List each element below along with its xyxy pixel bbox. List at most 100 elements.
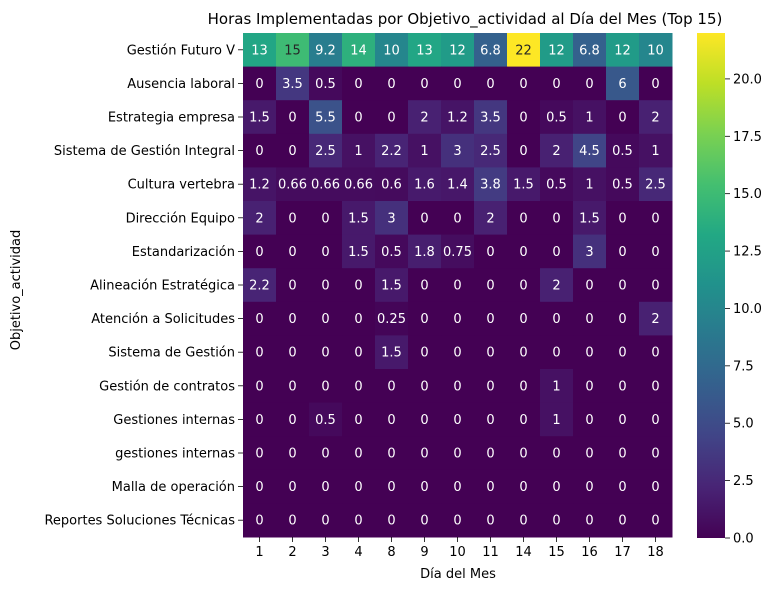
cell-value-label: 0 xyxy=(552,346,560,361)
x-tick-label: 3 xyxy=(321,545,329,560)
y-tick-label: Cultura vertebra xyxy=(128,178,235,193)
heatmap-cell xyxy=(342,33,376,68)
cell-value-label: 0 xyxy=(585,447,593,462)
heatmap-cell xyxy=(342,503,376,538)
cell-value-label: 0 xyxy=(585,279,593,294)
heatmap-cell xyxy=(606,268,640,303)
x-tick-label: 18 xyxy=(647,545,664,560)
heatmap-cell xyxy=(606,167,640,202)
cell-value-label: 10 xyxy=(383,43,400,58)
heatmap-cell xyxy=(276,133,310,168)
cell-value-label: 4.5 xyxy=(579,144,600,159)
heatmap-cell xyxy=(606,234,640,269)
heatmap-cell xyxy=(639,234,673,269)
heatmap-cell xyxy=(309,234,343,269)
heatmap-cell xyxy=(408,100,442,135)
cell-value-label: 0 xyxy=(354,312,362,327)
heatmap-cell xyxy=(342,402,376,437)
cell-value-label: 0 xyxy=(486,379,494,394)
cell-value-label: 2.5 xyxy=(315,144,336,159)
cell-value-label: 1.4 xyxy=(447,178,468,193)
y-tick-label: Gestiones internas xyxy=(113,413,235,428)
cell-value-label: 0 xyxy=(651,413,659,428)
heatmap-cell xyxy=(276,268,310,303)
cell-value-label: 0 xyxy=(651,346,659,361)
cell-value-label: 0 xyxy=(255,77,263,92)
heatmap-cell xyxy=(573,66,607,101)
cell-value-label: 12 xyxy=(548,43,565,58)
cell-value-label: 0 xyxy=(651,279,659,294)
cell-value-label: 0 xyxy=(321,211,329,226)
cell-value-label: 0.5 xyxy=(381,245,402,260)
heatmap-cell xyxy=(342,369,376,404)
heatmap-cell xyxy=(408,436,442,471)
cell-value-label: 0 xyxy=(486,312,494,327)
heatmap-cell xyxy=(408,268,442,303)
heatmap-cell xyxy=(573,268,607,303)
cell-value-label: 0 xyxy=(519,245,527,260)
cell-value-label: 0 xyxy=(354,346,362,361)
heatmap-cell xyxy=(540,402,574,437)
cell-value-label: 13 xyxy=(251,43,268,58)
cell-value-label: 0 xyxy=(255,346,263,361)
cell-value-label: 1.5 xyxy=(348,245,369,260)
cell-value-label: 3 xyxy=(585,245,593,260)
heatmap-cell xyxy=(243,100,277,135)
cell-value-label: 0 xyxy=(519,447,527,462)
heatmap-cell xyxy=(342,234,376,269)
heatmap-cell xyxy=(408,469,442,504)
cell-value-label: 0.66 xyxy=(311,178,340,193)
heatmap-cell xyxy=(309,167,343,202)
y-tick-label: Estrategia empresa xyxy=(108,111,235,126)
cell-value-label: 0 xyxy=(519,514,527,529)
cell-value-label: 2.5 xyxy=(645,178,666,193)
cell-value-label: 0 xyxy=(288,379,296,394)
heatmap-cell xyxy=(573,503,607,538)
heatmap-cell xyxy=(639,301,673,336)
heatmap-cell xyxy=(342,100,376,135)
cell-value-label: 13 xyxy=(416,43,433,58)
cell-value-label: 0 xyxy=(618,279,626,294)
heatmap-cell xyxy=(408,369,442,404)
cell-value-label: 10 xyxy=(647,43,664,58)
heatmap-cell xyxy=(540,66,574,101)
x-tick-label: 14 xyxy=(515,545,532,560)
heatmap-cell xyxy=(276,335,310,370)
cell-value-label: 3.5 xyxy=(480,111,501,126)
heatmap-cell xyxy=(540,100,574,135)
heatmap-cell xyxy=(507,402,541,437)
y-tick-label: Sistema de Gestión xyxy=(108,346,235,361)
cell-value-label: 1.2 xyxy=(447,111,468,126)
cell-value-label: 0.75 xyxy=(443,245,472,260)
cell-value-label: 0 xyxy=(486,279,494,294)
heatmap-cell xyxy=(408,133,442,168)
heatmap-cell xyxy=(441,369,475,404)
heatmap-cell xyxy=(375,335,409,370)
cell-value-label: 0 xyxy=(519,144,527,159)
heatmap-cell xyxy=(507,436,541,471)
cell-value-label: 0 xyxy=(288,279,296,294)
cell-value-label: 0 xyxy=(519,77,527,92)
cell-value-label: 0 xyxy=(585,77,593,92)
cell-value-label: 1 xyxy=(552,379,560,394)
heatmap-cell xyxy=(540,503,574,538)
heatmap-cell xyxy=(243,66,277,101)
heatmap-cell xyxy=(408,301,442,336)
heatmap-cell xyxy=(540,234,574,269)
heatmap-cell xyxy=(276,402,310,437)
heatmap-cell xyxy=(342,335,376,370)
heatmap-cell xyxy=(375,66,409,101)
cell-value-label: 0 xyxy=(387,447,395,462)
cell-value-label: 0 xyxy=(519,279,527,294)
colorbar-tick-label: 2.5 xyxy=(733,474,754,489)
cell-value-label: 0 xyxy=(255,379,263,394)
heatmap-cell xyxy=(276,503,310,538)
heatmap-cell xyxy=(243,503,277,538)
cell-value-label: 1 xyxy=(552,413,560,428)
heatmap-cell xyxy=(606,469,640,504)
cell-value-label: 0 xyxy=(255,144,263,159)
cell-value-label: 0 xyxy=(387,514,395,529)
cell-value-label: 0 xyxy=(288,111,296,126)
cell-value-label: 0 xyxy=(585,346,593,361)
